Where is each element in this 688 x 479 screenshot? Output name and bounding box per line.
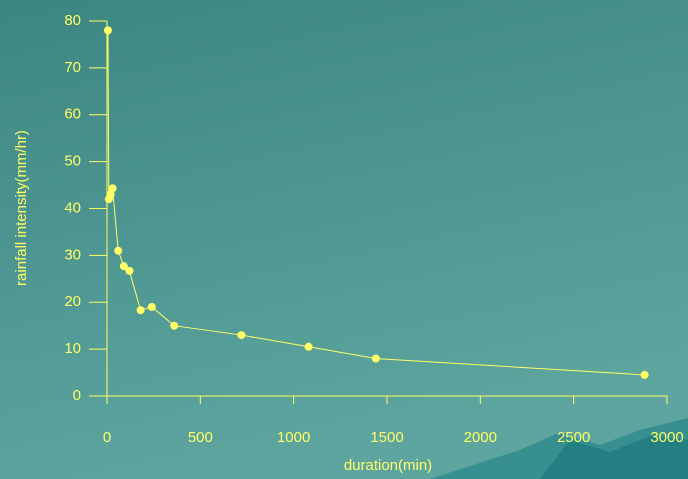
data-point bbox=[147, 302, 156, 311]
data-point bbox=[136, 306, 145, 315]
y-tick-label: 80 bbox=[64, 12, 81, 29]
y-tick-label: 0 bbox=[73, 387, 81, 404]
x-tick-label: 3000 bbox=[650, 429, 683, 446]
data-point bbox=[170, 321, 179, 330]
y-tick-label: 40 bbox=[64, 199, 81, 216]
data-point bbox=[237, 331, 246, 340]
y-tick-label: 70 bbox=[64, 59, 81, 76]
y-tick-label: 30 bbox=[64, 246, 81, 263]
decoration bbox=[540, 436, 688, 479]
y-tick-label: 20 bbox=[64, 293, 81, 310]
data-point bbox=[125, 266, 134, 275]
x-tick-label: 500 bbox=[188, 429, 213, 446]
data-point bbox=[106, 190, 115, 199]
y-tick-label: 60 bbox=[64, 106, 81, 123]
data-point bbox=[304, 342, 313, 351]
y-tick-label: 50 bbox=[64, 153, 81, 170]
data-point bbox=[103, 26, 112, 35]
data-point bbox=[119, 262, 128, 271]
x-tick-label: 1000 bbox=[277, 429, 310, 446]
x-tick-label: 2500 bbox=[557, 429, 590, 446]
x-axis-label: duration(min) bbox=[344, 457, 432, 474]
x-tick-label: 0 bbox=[103, 429, 111, 446]
data-point bbox=[640, 370, 649, 379]
data-point bbox=[371, 354, 380, 363]
data-point bbox=[108, 184, 117, 193]
x-tick-label: 2000 bbox=[464, 429, 497, 446]
data-point bbox=[114, 246, 123, 255]
y-axis-label: rainfall intensity(mm/hr) bbox=[13, 130, 30, 286]
y-tick-label: 10 bbox=[64, 340, 81, 357]
x-tick-label: 1500 bbox=[370, 429, 403, 446]
